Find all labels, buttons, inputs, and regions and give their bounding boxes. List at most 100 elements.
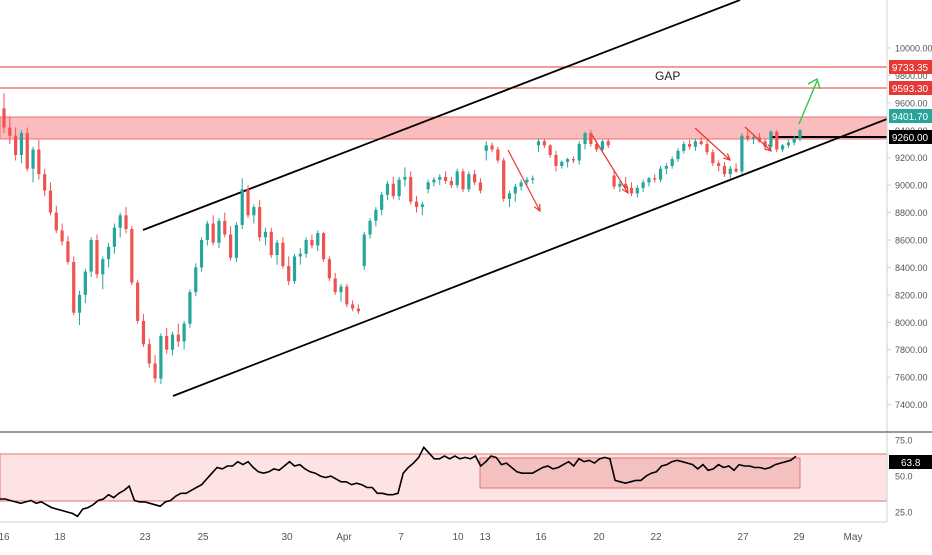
price-tick-label: 9600.00 [895,98,928,108]
downtrend-arrow-head [534,203,541,213]
price-label-9593: 9593.30 [889,81,932,95]
candle-body [223,220,227,235]
candle-body [252,207,256,216]
rsi-tick-label: 75.0 [895,436,913,446]
candle-body [43,174,47,191]
price-tick-label: 7400.00 [895,400,928,410]
candle-body [658,168,663,180]
candle-body [380,194,384,210]
candle-body [722,165,727,175]
candle-body [670,159,674,166]
candle-body [83,271,87,295]
candle-body [467,174,471,190]
time-tick-label: 25 [197,532,209,543]
candle-body [8,127,12,136]
target-arrow-head [807,77,821,90]
candle-body [647,178,651,183]
candle-body [502,160,506,199]
channel-lower-line[interactable] [172,118,888,397]
gap-annotation: GAP [655,69,680,83]
candle-body [205,223,209,240]
price-label-9401: 9401.70 [889,109,932,123]
time-tick-label: 30 [281,532,293,543]
candle-body [287,266,291,282]
downtrend-arrow-head [621,185,629,195]
price-tick-label: 8200.00 [895,290,928,300]
rsi-pane[interactable]: 25.0 50.0 75.0 63.8 [0,433,932,522]
candle-body [473,174,477,183]
candle-body [600,141,605,150]
candle-body [385,183,390,195]
candle-body [228,234,233,258]
candle-body [130,229,134,283]
candle-body [339,286,343,293]
time-tick-label: Apr [336,532,352,543]
candle-body [19,133,24,155]
candle-body [432,179,436,183]
candle-body [106,246,111,260]
candle-body [356,308,361,312]
candle-body [414,201,419,208]
candle-body [37,149,41,175]
candle-body [188,292,192,324]
candle-body [269,231,273,256]
candle-body [95,240,99,275]
candle-body [153,363,157,379]
rsi-tick-label: 25.0 [895,507,913,517]
time-axis-ticks: 16 18 23 25 30 Apr 7 10 13 16 20 22 27 29 May [0,532,862,543]
candle-body [443,176,448,182]
candle-body [438,176,442,180]
candle-body [641,182,645,188]
price-tick-label: 9200.00 [895,153,928,163]
candle-body [565,159,570,162]
price-tick-label: 7800.00 [895,345,928,355]
candle-body [519,182,523,187]
candle-body [560,161,564,166]
candle-body [420,204,424,208]
candle-body [653,178,657,180]
price-tick-label: 8800.00 [895,208,928,218]
candle-body [629,187,634,194]
candle-body [403,176,407,180]
candle-body [798,130,802,139]
candle-body [345,286,349,305]
candle-body [606,141,610,146]
time-tick-label: 16 [535,532,547,543]
candle-body [182,323,186,342]
downtrend-arrow [744,126,772,152]
candle-body [147,344,151,364]
target-arrow [798,80,818,125]
candle-body [211,223,215,243]
candle-body [705,144,709,153]
candle-body [554,154,558,166]
candle-body [258,207,262,238]
price-pane[interactable] [0,0,887,432]
candle-body [275,242,279,256]
candle-body [484,145,488,151]
price-label-9260: 9260.00 [889,130,932,144]
candle-body [199,240,204,268]
price-label-9401-box [889,109,932,123]
candle-body [112,227,116,247]
downtrend-arrow-head [764,144,773,152]
candle-body [490,145,494,150]
candle-body [304,240,308,254]
candle-body [589,133,593,144]
candle-body [240,189,244,225]
candle-body [368,220,372,235]
candle-body [333,278,337,293]
candle-body [141,320,146,345]
candle-body [624,183,628,188]
candle-body [664,165,668,169]
candle-body [351,304,355,309]
candle-body [321,233,326,260]
time-tick-label: 13 [479,532,491,543]
candle-body [769,131,773,147]
candle-body [48,190,53,213]
price-label-9593-box [889,81,932,95]
price-tick-label: 7600.00 [895,373,928,383]
candle-body [176,334,180,342]
candle-body [676,150,680,160]
